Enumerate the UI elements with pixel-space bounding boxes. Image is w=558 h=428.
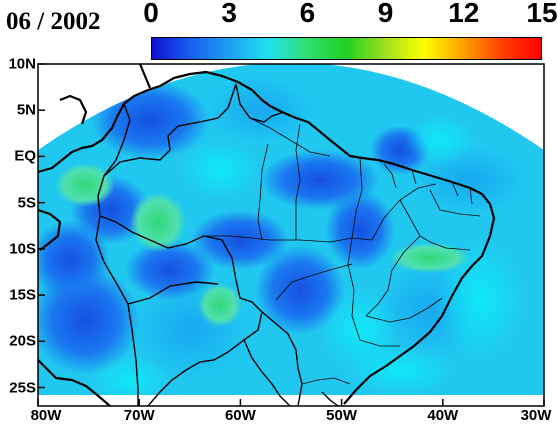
longitude-label: 80W (30, 407, 62, 424)
coastline (38, 64, 496, 406)
state-borders (204, 117, 481, 385)
latitude-label: EQ (14, 147, 36, 165)
longitude-label: 60W (224, 407, 256, 424)
latitude-label: 10S (9, 240, 36, 258)
colorbar-tick-label: 3 (221, 0, 237, 28)
longitude-label: 40W (427, 407, 459, 424)
longitude-label: 50W (326, 407, 358, 424)
colorbar-tick-label: 6 (299, 0, 316, 28)
latitude-label: 25S (9, 379, 36, 396)
latitude-label: 10N (8, 55, 36, 73)
latitude-label: 20S (9, 332, 36, 350)
data-field (38, 64, 544, 406)
colorbar (151, 37, 542, 60)
latitude-label: 15S (9, 286, 36, 304)
colorbar-tick-label: 0 (143, 0, 159, 28)
longitude-label: 70W (123, 407, 155, 424)
latitude-label: 5N (16, 101, 36, 119)
colorbar-tick-label: 9 (377, 0, 394, 28)
map-frame (37, 63, 545, 407)
latitude-label: 5S (17, 194, 36, 212)
colorbar-tick-label: 15 (526, 0, 558, 28)
map-title: 06 / 2002 (6, 8, 101, 35)
longitude-label: 30W (520, 407, 552, 424)
colorbar-tick-label: 12 (448, 0, 480, 28)
